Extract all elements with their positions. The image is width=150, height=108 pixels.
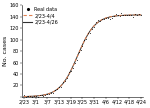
Point — [68, 72, 70, 73]
Point — [44, 94, 47, 96]
Point — [112, 15, 115, 17]
Point — [58, 87, 60, 88]
Point — [136, 14, 138, 16]
Point — [48, 93, 51, 95]
Point — [52, 92, 54, 94]
Point — [134, 14, 136, 15]
Point — [107, 17, 109, 19]
Point — [130, 15, 132, 16]
Point — [118, 15, 121, 17]
Point — [83, 39, 86, 41]
Point — [42, 95, 45, 97]
Point — [60, 87, 62, 88]
Point — [89, 32, 92, 34]
Point — [46, 93, 49, 94]
Point — [109, 18, 111, 20]
Point — [77, 52, 80, 53]
Point — [29, 95, 31, 97]
Point — [138, 13, 140, 15]
Point — [34, 95, 37, 97]
Point — [64, 80, 66, 82]
Point — [72, 67, 74, 69]
Point — [93, 26, 95, 28]
Point — [105, 17, 107, 18]
Point — [74, 62, 76, 64]
Point — [87, 32, 90, 34]
Point — [81, 45, 84, 46]
Point — [101, 18, 103, 20]
Legend: Real data, 2/23-4/4, 2/23-4/26: Real data, 2/23-4/4, 2/23-4/26 — [23, 6, 58, 25]
Point — [140, 14, 142, 16]
Point — [27, 96, 29, 97]
Point — [33, 95, 35, 97]
Point — [95, 21, 97, 23]
Point — [62, 81, 64, 83]
Point — [31, 96, 33, 98]
Point — [120, 13, 123, 14]
Point — [66, 77, 68, 79]
Point — [56, 88, 58, 90]
Point — [97, 20, 99, 21]
Point — [124, 14, 127, 16]
Point — [54, 89, 56, 91]
Point — [36, 96, 39, 98]
Point — [122, 14, 125, 16]
Point — [111, 18, 113, 19]
Point — [75, 60, 78, 61]
Point — [91, 28, 93, 30]
Point — [103, 18, 105, 20]
Point — [114, 13, 117, 15]
Y-axis label: No. cases: No. cases — [3, 36, 8, 66]
Point — [79, 49, 82, 50]
Point — [38, 94, 41, 95]
Point — [128, 14, 130, 16]
Point — [25, 96, 27, 98]
Point — [132, 16, 134, 17]
Point — [50, 92, 52, 94]
Point — [99, 20, 101, 22]
Point — [126, 14, 129, 16]
Point — [85, 38, 88, 40]
Point — [116, 15, 119, 16]
Point — [23, 94, 25, 96]
Point — [70, 70, 72, 72]
Point — [40, 94, 43, 96]
